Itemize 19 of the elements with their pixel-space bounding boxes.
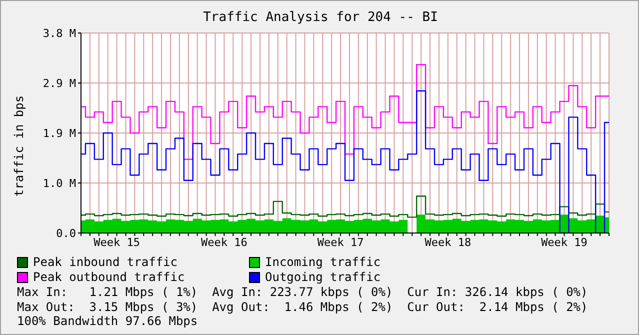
y-tick-label: 0.0 [56, 226, 76, 240]
x-tick-label: Week 18 [424, 236, 472, 249]
legend-label: Peak inbound traffic [32, 255, 178, 269]
x-tick-label: Week 19 [541, 236, 588, 249]
y-tick-label: 1.0 M [42, 176, 76, 190]
y-tick-label: 2.9 M [42, 76, 76, 90]
y-axis-title: traffic in bps [12, 95, 26, 197]
legend-label: Peak outbound traffic [32, 270, 186, 284]
x-tick-label: Week 17 [317, 236, 364, 249]
x-tick-label: Week 15 [94, 236, 140, 249]
y-tick-label: 3.8 M [42, 26, 76, 40]
legend-label: Outgoing traffic [264, 270, 382, 284]
text: Max In: 1.21 Mbps ( 1%) Avg In: 223.77 kbps ( 0%) Cur In: 326.14 kbps ( 0%) [17, 285, 588, 300]
y-tick-label: 1.9 M [42, 126, 76, 140]
chart-title: Traffic Analysis for 204 -- BI [202, 10, 439, 25]
legend-label: Incoming traffic [264, 255, 382, 269]
text: Max Out: 3.15 Mbps ( 3%) Avg Out: 1.46 Mbps ( 2%) Cur Out: 2.14 Mbps ( 2%) [17, 300, 588, 314]
text: 100% Bandwidth 97.66 Mbps [17, 314, 199, 328]
x-tick-label: Week 16 [201, 236, 248, 249]
